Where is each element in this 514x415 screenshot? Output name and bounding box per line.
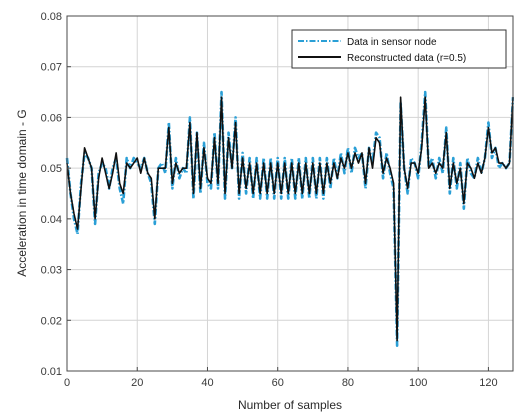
x-tick-label: 20: [131, 377, 143, 389]
y-tick-label: 0.03: [41, 265, 62, 277]
y-tick-label: 0.02: [41, 315, 62, 327]
y-tick-label: 0.04: [41, 214, 62, 226]
legend-label-sensor: Data in sensor node: [347, 37, 437, 48]
x-tick-label: 60: [272, 377, 284, 389]
x-tick-label: 40: [201, 377, 213, 389]
y-tick-label: 0.08: [41, 11, 62, 23]
y-tick-label: 0.06: [41, 112, 62, 124]
legend-label-reconstructed: Reconstructed data (r=0.5): [347, 53, 466, 64]
x-tick-label: 0: [64, 377, 70, 389]
x-tick-label: 100: [409, 377, 427, 389]
legend: Data in sensor node Reconstructed data (…: [292, 30, 506, 68]
y-tick-label: 0.05: [41, 163, 62, 175]
x-tick-label: 120: [479, 377, 497, 389]
x-tick-label: 80: [342, 377, 354, 389]
y-tick-label: 0.07: [41, 62, 62, 74]
plot-area: [67, 16, 513, 371]
y-axis-label: Acceleration in time domain - G: [15, 109, 29, 276]
y-tick-label: 0.01: [41, 366, 62, 378]
x-axis-label: Number of samples: [238, 398, 342, 412]
